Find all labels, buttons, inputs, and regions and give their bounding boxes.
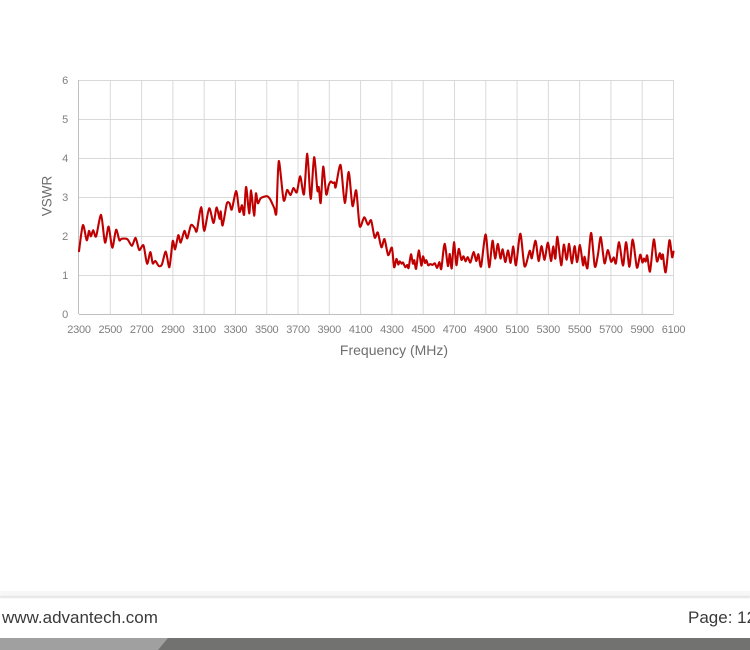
svg-text:2300: 2300 <box>67 324 91 336</box>
svg-text:3700: 3700 <box>286 324 310 336</box>
svg-text:3100: 3100 <box>192 324 216 336</box>
svg-text:0: 0 <box>62 309 68 321</box>
svg-text:3500: 3500 <box>255 324 279 336</box>
svg-text:3: 3 <box>62 192 68 204</box>
svg-text:VSWR: VSWR <box>40 175 55 216</box>
svg-text:2900: 2900 <box>161 324 185 336</box>
svg-text:4700: 4700 <box>443 324 467 336</box>
svg-text:2500: 2500 <box>99 324 123 336</box>
svg-text:Frequency (MHz): Frequency (MHz) <box>340 342 448 358</box>
svg-text:3300: 3300 <box>224 324 248 336</box>
svg-text:5: 5 <box>62 114 68 126</box>
svg-text:4300: 4300 <box>380 324 404 336</box>
svg-text:4: 4 <box>62 153 68 165</box>
svg-text:5700: 5700 <box>599 324 623 336</box>
svg-text:3900: 3900 <box>318 324 342 336</box>
svg-text:2: 2 <box>62 231 68 243</box>
svg-text:6: 6 <box>62 75 68 87</box>
svg-text:5300: 5300 <box>537 324 561 336</box>
svg-text:4500: 4500 <box>411 324 435 336</box>
svg-text:5100: 5100 <box>505 324 529 336</box>
svg-text:2700: 2700 <box>130 324 154 336</box>
svg-text:6100: 6100 <box>662 324 686 336</box>
svg-text:5500: 5500 <box>568 324 592 336</box>
svg-text:4100: 4100 <box>349 324 373 336</box>
svg-text:1: 1 <box>62 270 68 282</box>
svg-text:4900: 4900 <box>474 324 498 336</box>
svg-text:5900: 5900 <box>630 324 654 336</box>
